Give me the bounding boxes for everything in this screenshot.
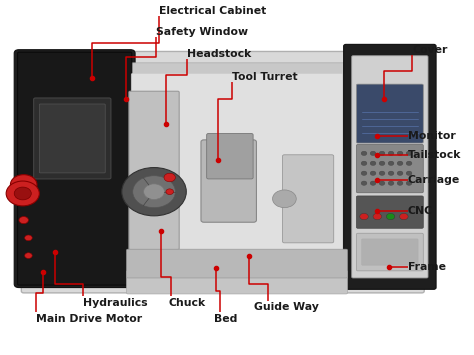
- FancyBboxPatch shape: [356, 84, 423, 143]
- Circle shape: [370, 171, 376, 175]
- Circle shape: [397, 161, 403, 165]
- Text: Bed: Bed: [214, 314, 237, 324]
- Text: Headstock: Headstock: [187, 49, 252, 59]
- FancyBboxPatch shape: [124, 63, 355, 278]
- FancyBboxPatch shape: [207, 133, 253, 179]
- FancyBboxPatch shape: [362, 239, 418, 265]
- FancyBboxPatch shape: [344, 44, 436, 289]
- Circle shape: [14, 187, 31, 200]
- Circle shape: [388, 181, 394, 185]
- FancyBboxPatch shape: [127, 249, 347, 278]
- Text: Tailstock: Tailstock: [408, 151, 461, 160]
- Text: Tool Turret: Tool Turret: [232, 72, 298, 82]
- Circle shape: [397, 171, 403, 175]
- Circle shape: [370, 161, 376, 165]
- FancyBboxPatch shape: [129, 91, 179, 250]
- Circle shape: [361, 151, 367, 155]
- FancyBboxPatch shape: [352, 56, 428, 278]
- Circle shape: [379, 181, 385, 185]
- Circle shape: [122, 168, 186, 216]
- FancyBboxPatch shape: [131, 73, 343, 267]
- Circle shape: [273, 190, 296, 208]
- Circle shape: [397, 151, 403, 155]
- FancyBboxPatch shape: [356, 144, 423, 193]
- Circle shape: [388, 151, 394, 155]
- Circle shape: [361, 171, 367, 175]
- Text: Guide Way: Guide Way: [254, 302, 319, 312]
- FancyBboxPatch shape: [127, 271, 347, 294]
- Circle shape: [406, 171, 412, 175]
- Circle shape: [388, 161, 394, 165]
- Circle shape: [25, 253, 32, 258]
- FancyBboxPatch shape: [18, 52, 132, 285]
- Circle shape: [397, 181, 403, 185]
- Text: Frame: Frame: [408, 262, 446, 272]
- FancyBboxPatch shape: [201, 140, 256, 222]
- Circle shape: [144, 184, 164, 200]
- Text: Carriage: Carriage: [408, 175, 460, 185]
- FancyBboxPatch shape: [356, 233, 423, 271]
- Circle shape: [10, 175, 37, 195]
- Circle shape: [166, 189, 173, 195]
- FancyBboxPatch shape: [14, 50, 135, 288]
- FancyBboxPatch shape: [34, 98, 111, 179]
- Circle shape: [406, 151, 412, 155]
- Text: Main Drive Motor: Main Drive Motor: [36, 314, 142, 324]
- Circle shape: [361, 181, 367, 185]
- Text: Cover: Cover: [412, 45, 448, 55]
- Circle shape: [406, 181, 412, 185]
- Circle shape: [406, 161, 412, 165]
- Circle shape: [379, 171, 385, 175]
- FancyBboxPatch shape: [39, 104, 105, 173]
- Text: CNC: CNC: [408, 206, 433, 216]
- Circle shape: [25, 235, 32, 241]
- Text: Safety Window: Safety Window: [156, 27, 248, 37]
- Circle shape: [379, 151, 385, 155]
- FancyBboxPatch shape: [356, 196, 423, 228]
- Text: Electrical Cabinet: Electrical Cabinet: [159, 6, 266, 16]
- Circle shape: [388, 171, 394, 175]
- Circle shape: [19, 217, 28, 224]
- Circle shape: [360, 213, 368, 220]
- Circle shape: [400, 213, 408, 220]
- Circle shape: [370, 151, 376, 155]
- Text: Chuck: Chuck: [168, 298, 205, 308]
- Circle shape: [373, 213, 382, 220]
- Circle shape: [379, 161, 385, 165]
- Circle shape: [6, 181, 39, 206]
- Circle shape: [164, 173, 175, 182]
- Circle shape: [133, 176, 175, 208]
- Circle shape: [370, 181, 376, 185]
- Circle shape: [386, 213, 395, 220]
- FancyBboxPatch shape: [283, 155, 334, 243]
- FancyBboxPatch shape: [21, 51, 424, 293]
- Circle shape: [361, 161, 367, 165]
- Text: Hydraulics: Hydraulics: [83, 298, 147, 308]
- Text: Monitor: Monitor: [408, 131, 456, 141]
